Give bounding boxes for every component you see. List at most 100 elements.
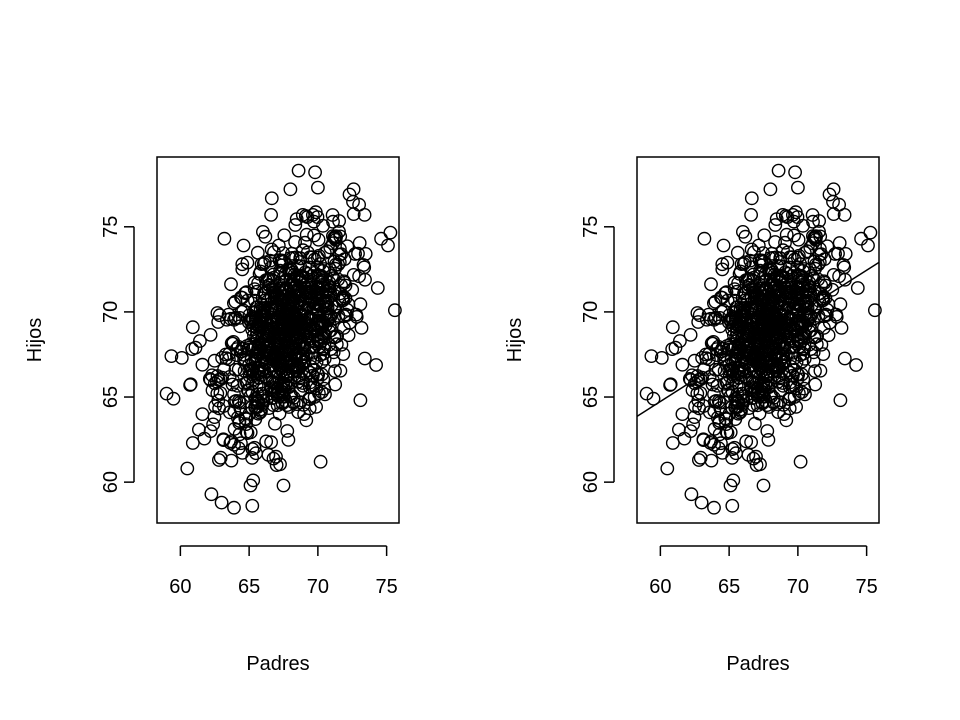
data-point [733, 402, 748, 417]
data-point [744, 435, 758, 450]
data-point [286, 288, 301, 303]
data-point [272, 253, 287, 268]
data-point [788, 165, 802, 180]
data-point [707, 500, 721, 515]
data-point [725, 442, 740, 456]
points-group [159, 163, 402, 515]
data-point [203, 424, 218, 438]
data-point [352, 236, 367, 250]
data-point [731, 276, 745, 291]
data-point [252, 337, 267, 352]
data-point [717, 395, 732, 410]
data-point [164, 349, 179, 363]
data-point [807, 329, 822, 344]
data-point [280, 424, 295, 438]
data-point [336, 347, 351, 361]
data-point [727, 440, 742, 455]
data-point [791, 287, 805, 302]
x-tick-label: 75 [856, 576, 878, 598]
data-point [787, 214, 801, 229]
data-point [273, 457, 287, 472]
data-point [249, 446, 263, 461]
data-point [263, 345, 278, 360]
y-axis-label: Hijos [24, 318, 46, 362]
data-point [185, 320, 200, 335]
x-tick-label: 60 [169, 576, 191, 598]
data-point [702, 405, 717, 420]
data-point [208, 399, 223, 414]
data-point [797, 351, 812, 366]
data-point [744, 207, 758, 222]
data-point [754, 254, 769, 269]
data-point [707, 387, 721, 402]
data-point [791, 232, 806, 247]
data-point [826, 194, 840, 209]
data-point [336, 289, 351, 304]
data-point [816, 293, 831, 307]
data-point [226, 373, 240, 388]
data-point [822, 315, 837, 330]
data-point [299, 347, 313, 362]
data-point [798, 387, 812, 402]
data-point [274, 254, 289, 269]
data-point [787, 265, 802, 280]
data-point [790, 250, 805, 265]
data-point [808, 261, 822, 276]
y-tick-label: 75 [100, 216, 122, 238]
data-point [767, 288, 781, 303]
data-point [690, 306, 705, 320]
data-point [789, 297, 804, 312]
data-point [215, 370, 230, 385]
data-point [387, 303, 402, 318]
data-point [760, 398, 774, 412]
data-point [285, 364, 300, 379]
data-point [245, 498, 260, 513]
data-point [803, 262, 817, 277]
data-point [738, 293, 752, 308]
data-point [712, 427, 727, 442]
data-point [749, 317, 764, 331]
data-point [314, 385, 329, 399]
data-point [660, 461, 675, 476]
data-point [793, 454, 808, 469]
data-point [688, 399, 702, 414]
data-point [316, 341, 331, 356]
data-point [268, 338, 283, 352]
data-point [214, 495, 229, 510]
plot-frame [636, 156, 880, 524]
data-point [340, 239, 355, 254]
data-point [751, 238, 766, 253]
x-tick-label: 65 [238, 576, 260, 598]
data-point [761, 432, 776, 447]
data-point [769, 302, 784, 317]
data-point [249, 304, 264, 319]
data-point [695, 370, 709, 385]
data-point [729, 304, 744, 319]
data-point [724, 311, 739, 326]
data-point [692, 308, 707, 323]
data-point [665, 436, 680, 450]
data-point [791, 180, 805, 195]
data-point [849, 358, 863, 372]
data-point [224, 453, 239, 468]
data-point [720, 426, 735, 440]
data-point [291, 163, 306, 178]
data-point [834, 320, 849, 335]
data-point [185, 342, 200, 356]
plot-frame [156, 156, 400, 524]
data-point [246, 473, 261, 488]
data-point [227, 500, 241, 515]
data-point [217, 231, 232, 246]
data-point [315, 354, 329, 369]
data-point [231, 441, 246, 455]
data-point [704, 453, 719, 468]
data-point [197, 431, 212, 446]
data-point [790, 282, 805, 297]
data-point [816, 347, 831, 361]
data-point [259, 434, 274, 449]
data-point [806, 345, 821, 360]
y-tick-label: 60 [580, 471, 602, 493]
data-point [227, 312, 242, 327]
data-point [357, 207, 372, 222]
data-point [275, 353, 290, 368]
